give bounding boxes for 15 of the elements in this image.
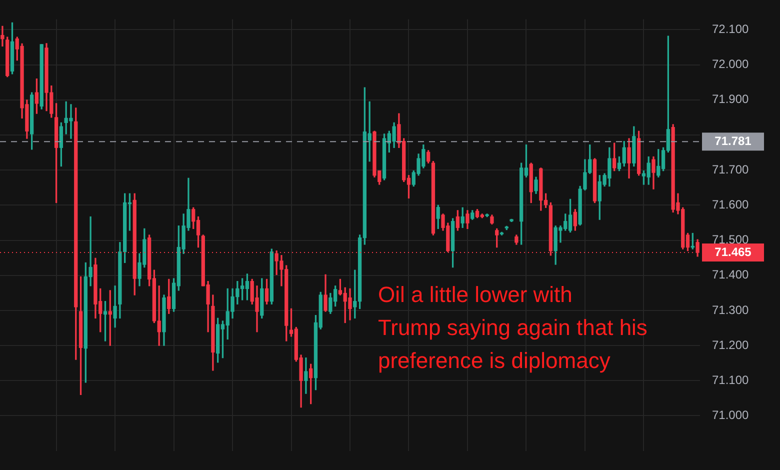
ref-line-label: 71.465 bbox=[714, 244, 752, 259]
y-tick-label: 71.200 bbox=[712, 338, 750, 352]
y-tick-label: 71.500 bbox=[712, 232, 750, 247]
ref-line-label: 71.781 bbox=[714, 134, 752, 148]
y-tick-label: 71.700 bbox=[712, 162, 750, 176]
y-tick-label: 71.000 bbox=[712, 408, 750, 422]
annotation: Oil a little lower with Trump saying again that his preference is diplomacy bbox=[378, 281, 648, 375]
y-tick-label: 72.000 bbox=[712, 57, 750, 72]
y-tick-label: 71.400 bbox=[712, 268, 750, 282]
y-tick-label: 72.100 bbox=[712, 22, 750, 36]
y-tick-label: 71.100 bbox=[712, 372, 750, 387]
y-tick-label: 71.900 bbox=[712, 92, 750, 106]
y-tick-label: 71.600 bbox=[712, 197, 750, 212]
candlestick bbox=[0, 26, 4, 47]
y-tick-label: 71.300 bbox=[712, 302, 750, 317]
